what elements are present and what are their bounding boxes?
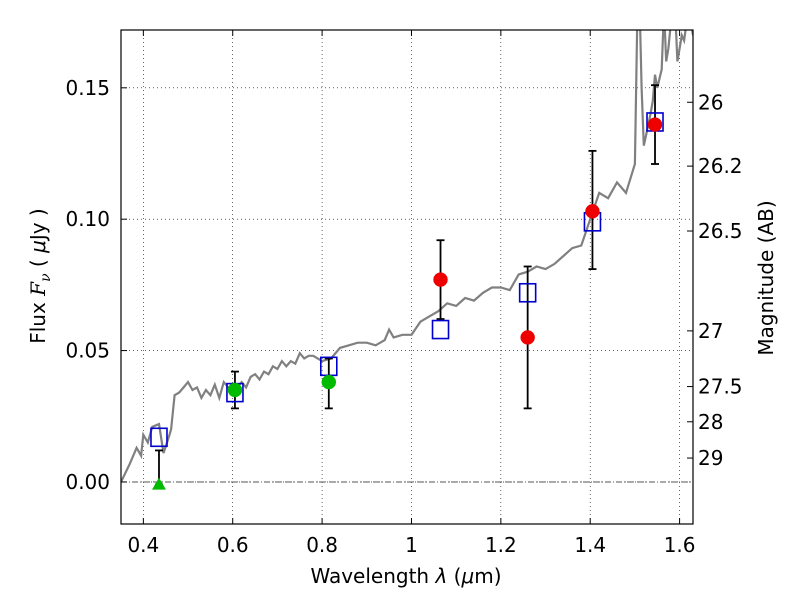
magnitude-tick-label: 26	[698, 90, 723, 114]
green-data-point	[321, 374, 337, 390]
magnitude-axis-label: Magnitude (AB)	[754, 200, 778, 355]
model-photometry-square	[150, 427, 168, 448]
red-data-point	[585, 204, 600, 219]
red-data-point	[647, 117, 663, 132]
red-data-point	[433, 272, 448, 287]
y-tick-label: 0.10	[65, 207, 110, 231]
magnitude-tick-label: 28	[698, 410, 723, 434]
model-photometry-square	[431, 319, 450, 340]
y-tick-label: 0.00	[65, 470, 110, 494]
x-tick-label: 1.4	[574, 533, 606, 557]
model-photometry-square	[518, 282, 537, 303]
plot-area	[121, 30, 693, 490]
y-tick-label: 0.05	[65, 339, 110, 363]
x-tick-label: 1.2	[485, 533, 517, 557]
magnitude-axis-ticks: 26 26.2 26.5 27 27.5 28 29	[687, 90, 743, 470]
x-tick-label: 0.4	[127, 533, 159, 557]
model-spectrum-line	[121, 30, 693, 483]
red-data-point	[520, 330, 535, 345]
upper-limit-triangle	[151, 477, 166, 490]
magnitude-tick-label: 29	[698, 446, 723, 470]
grid-lines	[121, 30, 693, 524]
magnitude-tick-label: 27.5	[698, 375, 743, 399]
x-axis-label: Wavelength λ (μm)	[310, 564, 501, 588]
green-data-point	[227, 382, 243, 398]
x-tick-label: 1	[405, 533, 418, 557]
axes-frame	[120, 29, 694, 525]
y-tick-label: 0.15	[65, 76, 110, 100]
x-tick-label: 0.8	[306, 533, 338, 557]
x-tick-label: 0.6	[217, 533, 249, 557]
magnitude-tick-label: 26.2	[698, 154, 743, 178]
magnitude-tick-label: 26.5	[698, 219, 743, 243]
y-axis-ticks: 0.00 0.05 0.10 0.15	[65, 76, 127, 494]
x-tick-label: 1.6	[664, 533, 696, 557]
y-axis-label: Flux Fν ( μJy )	[26, 208, 54, 344]
x-axis-ticks: 0.4 0.6 0.8 1 1.2 1.4 1.6	[127, 30, 696, 557]
magnitude-tick-label: 27	[698, 319, 723, 343]
